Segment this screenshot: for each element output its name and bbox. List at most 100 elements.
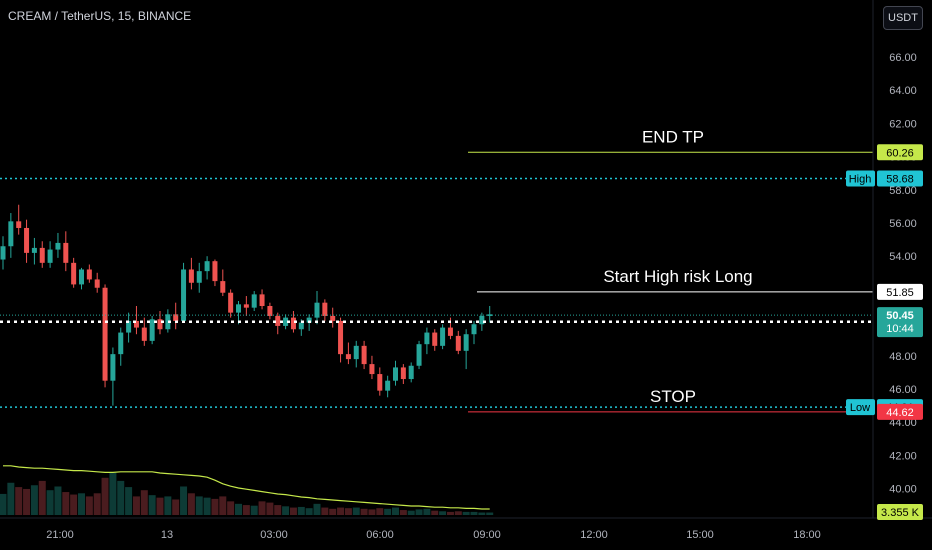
price-label-text: 60.26 [886, 147, 914, 159]
volume-bar [352, 507, 360, 515]
candle-body [24, 227, 30, 253]
candle-body [400, 367, 406, 380]
time-tick-label: 13 [161, 529, 173, 541]
volume-bar [368, 509, 376, 515]
candle-body [8, 221, 14, 247]
end-tp-label[interactable]: END TP [642, 127, 704, 146]
price-label-text: 44.62 [886, 407, 914, 419]
currency-button[interactable]: USDT [883, 6, 923, 30]
candle-body [369, 364, 375, 375]
time-tick-label: 15:00 [686, 529, 714, 541]
candle-body [243, 304, 249, 308]
volume-bar [227, 501, 235, 515]
candle-body [196, 271, 202, 283]
candle-body [204, 261, 210, 272]
volume-bar [156, 497, 164, 515]
candle-body [16, 221, 22, 228]
candle-body [298, 322, 304, 330]
candle-body [377, 374, 383, 391]
volume-bar [439, 511, 447, 515]
volume-bar [23, 488, 31, 515]
price-tick-label: 56.00 [889, 218, 917, 230]
candle-body [361, 345, 367, 365]
volume-bar [454, 511, 462, 515]
candle-body [79, 269, 84, 285]
volume-bar [62, 492, 70, 515]
volume-bar [235, 503, 242, 515]
price-tick-label: 48.00 [889, 351, 917, 363]
start-long-label[interactable]: Start High risk Long [603, 267, 752, 286]
candle-body [188, 269, 194, 283]
candle-body [345, 354, 351, 360]
time-tick-label: 06:00 [366, 529, 394, 541]
candle-body [228, 292, 234, 313]
price-tick-label: 64.00 [889, 85, 917, 97]
candle-body [259, 294, 265, 306]
candle-body [86, 269, 92, 280]
candle-body [330, 315, 336, 321]
volume-bar [101, 477, 109, 515]
candle-body [455, 335, 461, 351]
candle-body [393, 367, 398, 381]
price-labels: 60.2658.68High51.8550.4510:4444.91Low44.… [846, 144, 923, 520]
volume-bar [250, 505, 258, 515]
drawing-annotations[interactable]: END TP Start High risk Long STOP [468, 127, 873, 413]
time-tick-label: 09:00 [473, 529, 501, 541]
price-tick-label: 42.00 [889, 450, 917, 462]
time-tick-label: 03:00 [260, 529, 288, 541]
time-axis[interactable]: 21:00 13 03:00 06:00 09:00 12:00 15:00 18:00 [46, 529, 821, 541]
candle-body [353, 345, 359, 360]
candle-body [408, 365, 414, 380]
volume-label-box [877, 504, 923, 520]
candle-body [322, 302, 328, 316]
candle-body [236, 304, 241, 313]
candle-body [55, 242, 61, 250]
volume-bar [266, 502, 274, 515]
volume-bar [78, 493, 85, 515]
price-tick-label: 44.00 [889, 417, 917, 429]
candle-body [306, 317, 312, 323]
time-tick-label: 18:00 [793, 529, 821, 541]
volume-bar [93, 493, 101, 515]
candle-body [251, 294, 257, 308]
volume-bar [321, 507, 329, 515]
volume-pane [0, 465, 494, 515]
volume-bar [462, 511, 470, 515]
candle-body [133, 320, 139, 328]
symbol-title[interactable]: CREAM / TetherUS, 15, BINANCE [8, 9, 192, 23]
candle-body [47, 249, 53, 263]
candle-body [471, 324, 477, 335]
volume-bar [117, 480, 125, 515]
volume-bar [478, 512, 486, 515]
price-axis[interactable]: 66.0064.0062.0060.0058.0056.0054.0052.00… [889, 52, 917, 496]
candle-body [0, 246, 6, 260]
candle-body [71, 262, 77, 285]
candle-body [416, 344, 422, 366]
volume-bar [376, 508, 384, 515]
candle-body [102, 287, 108, 381]
volume-bar [486, 512, 494, 515]
candle-body [440, 327, 446, 346]
volume-bar [297, 506, 305, 515]
volume-bar [446, 511, 454, 515]
volume-bar [313, 503, 321, 515]
volume-bar [407, 510, 415, 515]
volume-bar [70, 494, 78, 515]
volume-bar [109, 472, 117, 515]
volume-bar [399, 510, 407, 515]
candle-body [479, 315, 485, 325]
price-tick-label: 40.00 [889, 484, 917, 496]
candle-body [212, 261, 218, 282]
candle-body [385, 380, 391, 391]
volume-bar [0, 493, 7, 515]
volume-bar [148, 495, 156, 515]
candle-body [267, 306, 273, 316]
volume-bar [258, 501, 266, 515]
volume-bar [203, 497, 211, 515]
stop-label[interactable]: STOP [650, 387, 696, 406]
volume-bar [15, 487, 23, 515]
volume-bar [384, 508, 392, 515]
horizontal-lines [0, 177, 873, 408]
volume-bar [180, 486, 188, 515]
